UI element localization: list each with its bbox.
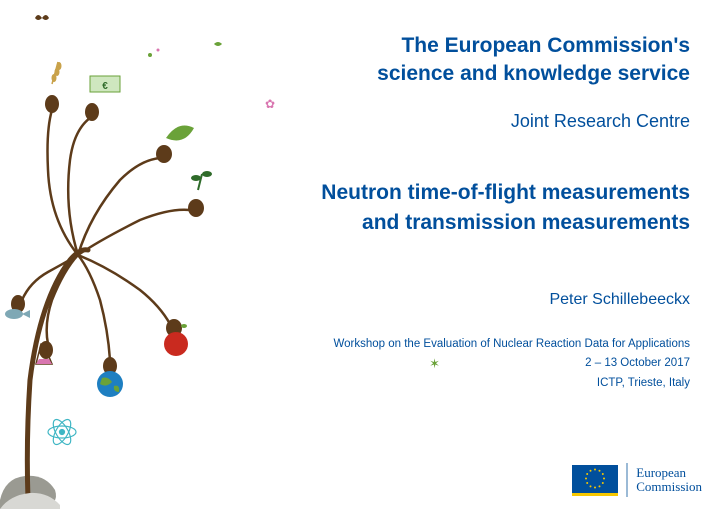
corner-shadow-icon [0,479,60,509]
content-area: The European Commission's science and kn… [260,0,720,509]
ec-text-line-1: European [636,465,686,480]
ec-text-line-2: Commission [636,479,702,494]
subtitle: Joint Research Centre [260,111,690,132]
title-line-2: science and knowledge service [377,62,690,85]
author-name: Peter Schillebeeckx [260,291,690,309]
leaf-deco-icon: ✶ [429,356,440,372]
eu-flag-icon [572,465,618,496]
ec-logo-text: European Commission [636,466,702,495]
title-line-1: The European Commission's [401,34,690,57]
meta-block: Workshop on the Evaluation of Nuclear Re… [260,335,690,394]
svg-text:€: € [102,81,108,92]
logo-divider [626,463,628,497]
tree-illustration: € [0,0,260,509]
meta-dates: 2 – 13 October 2017 [260,354,690,374]
ec-logo: European Commission [572,463,702,497]
section-line-1: Neutron time-of-flight measurements [321,181,690,204]
main-title: The European Commission's science and kn… [260,32,690,89]
slide: € [0,0,720,509]
tree-svg: € [0,0,280,509]
section-line-2: and transmission measurements [362,211,690,234]
section-title: Neutron time-of-flight measurements and … [260,178,690,239]
meta-workshop: Workshop on the Evaluation of Nuclear Re… [260,335,690,355]
meta-location: ICTP, Trieste, Italy [260,374,690,394]
